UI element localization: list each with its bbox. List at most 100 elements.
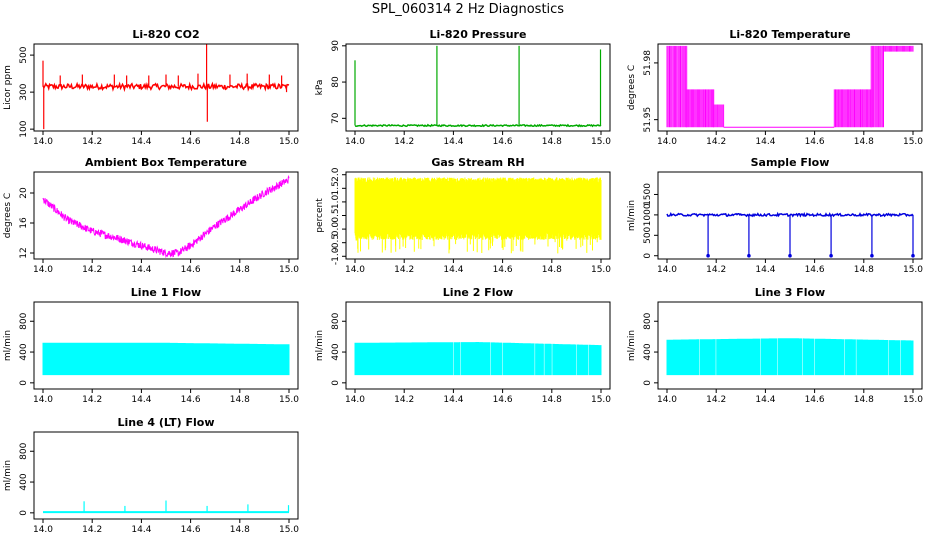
chart-panel: Li-820 Temperature degrees C 14.0 14.2 14.4 1…: [627, 28, 923, 147]
x-tick-label: 14.2: [82, 137, 102, 147]
y-tick-label: 0: [643, 253, 653, 259]
x-tick-label: 15.0: [591, 265, 611, 275]
y-axis-label: degrees C: [627, 65, 637, 110]
y-tick-label: 20: [19, 187, 29, 199]
x-tick-label: 15.0: [903, 265, 923, 275]
series-band: [42, 342, 290, 376]
y-tick-label: 500: [19, 46, 29, 63]
x-tick-label: 14.8: [230, 265, 250, 275]
chart-title: Line 1 Flow: [131, 286, 201, 299]
y-tick-label: 70: [331, 112, 341, 124]
x-tick-label: 14.4: [755, 265, 775, 275]
plot-frame: [33, 171, 299, 260]
series-band: [354, 342, 602, 376]
x-tick-label: 14.4: [755, 395, 775, 405]
series-band: [354, 177, 602, 254]
chart-title: Line 2 Flow: [443, 286, 513, 299]
series-line: [354, 123, 602, 128]
chart-title: Li-820 CO2: [132, 28, 199, 41]
x-tick-label: 14.8: [230, 137, 250, 147]
x-tick-label: 14.6: [181, 137, 201, 147]
x-tick-label: 14.4: [131, 525, 151, 535]
chart-title: Gas Stream RH: [431, 156, 524, 169]
y-axis-label: kPa: [315, 80, 325, 96]
chart-panel: Li-820 CO2 Licor ppm 14.0 14.2 14.4 14.6 14.8 1…: [3, 28, 299, 147]
y-tick-label: 0: [19, 510, 29, 516]
y-tick-label: 800: [331, 312, 341, 329]
x-tick-label: 14.0: [33, 265, 53, 275]
y-tick-label: 0: [331, 380, 341, 386]
drop-point: [870, 253, 874, 258]
y-tick-label: 16: [19, 217, 29, 229]
drop-point: [788, 253, 792, 258]
x-tick-label: 14.2: [394, 395, 414, 405]
x-tick-label: 14.8: [854, 395, 874, 405]
y-tick-label: 400: [19, 343, 29, 360]
y-axis-label: ml/min: [315, 330, 325, 361]
y-tick-label: 800: [19, 312, 29, 329]
x-tick-label: 14.6: [493, 265, 513, 275]
plot-frame: [657, 43, 923, 132]
y-tick-label: 51.95: [643, 107, 653, 133]
figure-title: SPL_060314 2 Hz Diagnostics: [371, 2, 565, 17]
y-tick-label: 800: [643, 312, 653, 329]
y-tick-label: 800: [19, 442, 29, 459]
drop-point: [747, 253, 751, 258]
x-tick-label: 14.0: [33, 395, 53, 405]
plot-frame: [345, 43, 611, 132]
chart-panel: Line 2 Flow ml/min 14.0 14.2 14.4 14.6 14.8 15.…: [315, 286, 611, 405]
series-band: [870, 45, 884, 128]
x-tick-label: 14.8: [854, 137, 874, 147]
x-tick-label: 14.0: [33, 137, 53, 147]
series-band: [666, 338, 914, 376]
chart-title: Line 4 (LT) Flow: [118, 416, 215, 429]
series-band: [883, 45, 914, 52]
plot-frame: [657, 171, 923, 260]
chart-panel: Sample Flow ml/min 14.0 14.2 14.4 14.6 14.8 15.…: [627, 156, 923, 275]
y-tick-label: 1.5: [331, 181, 341, 195]
drop-point: [911, 253, 915, 258]
x-tick-label: 14.2: [394, 137, 414, 147]
chart-panel: Line 1 Flow ml/min 14.0 14.2 14.4 14.6 14.8 15.…: [3, 286, 299, 405]
plot-frame: [345, 301, 611, 390]
y-tick-label: 100: [19, 120, 29, 137]
y-tick-label: 90: [331, 40, 341, 52]
x-tick-label: 14.2: [82, 525, 102, 535]
y-axis-label: ml/min: [3, 460, 13, 491]
series: [666, 211, 915, 258]
y-tick-label: -0.5: [331, 234, 341, 252]
series: [354, 45, 602, 128]
x-tick-label: 15.0: [279, 137, 299, 147]
y-tick-label: -1.0: [331, 247, 341, 265]
y-tick-label: 400: [331, 343, 341, 360]
y-tick-label: 1500: [643, 183, 653, 206]
x-tick-label: 14.4: [443, 395, 463, 405]
chart-title: Li-820 Pressure: [430, 28, 527, 41]
y-tick-label: 12: [19, 247, 29, 258]
series: [354, 342, 602, 376]
series: [43, 500, 290, 514]
series: [666, 338, 914, 376]
y-tick-label: 2.0: [331, 167, 341, 182]
chart-panel: Li-820 Pressure kPa 14.0 14.2 14.4 14.6 14.8 15…: [315, 28, 611, 147]
y-tick-label: 51.98: [643, 50, 653, 76]
y-axis-label: ml/min: [627, 330, 637, 361]
series-line: [42, 175, 290, 259]
y-tick-label: 0: [643, 380, 653, 386]
series: [42, 175, 290, 259]
y-tick-label: 1000: [643, 203, 653, 226]
plot-frame: [33, 43, 299, 132]
x-tick-label: 14.8: [230, 395, 250, 405]
x-tick-label: 14.0: [657, 265, 677, 275]
chart-title: Sample Flow: [751, 156, 830, 169]
x-tick-label: 15.0: [279, 395, 299, 405]
series: [666, 45, 914, 128]
chart-panel: Ambient Box Temperature degrees C 14.0 14.2…: [3, 156, 299, 275]
x-tick-label: 14.2: [706, 137, 726, 147]
chart-panel: Gas Stream RH percent 14.0 14.2 14.4 14.6 14.8…: [315, 156, 611, 275]
x-tick-label: 14.6: [181, 265, 201, 275]
y-tick-label: 0.0: [331, 222, 341, 237]
x-tick-label: 14.2: [82, 395, 102, 405]
x-tick-label: 14.0: [657, 395, 677, 405]
